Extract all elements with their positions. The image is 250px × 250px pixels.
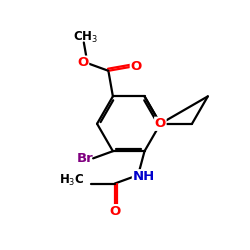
Text: O: O [78,56,89,69]
Text: O: O [109,205,120,218]
Text: Br: Br [77,152,94,165]
Text: NH: NH [132,170,155,183]
Text: O: O [155,117,166,130]
Text: H$_3$C: H$_3$C [58,173,84,188]
Text: O: O [130,60,141,73]
Text: CH$_3$: CH$_3$ [72,30,98,44]
